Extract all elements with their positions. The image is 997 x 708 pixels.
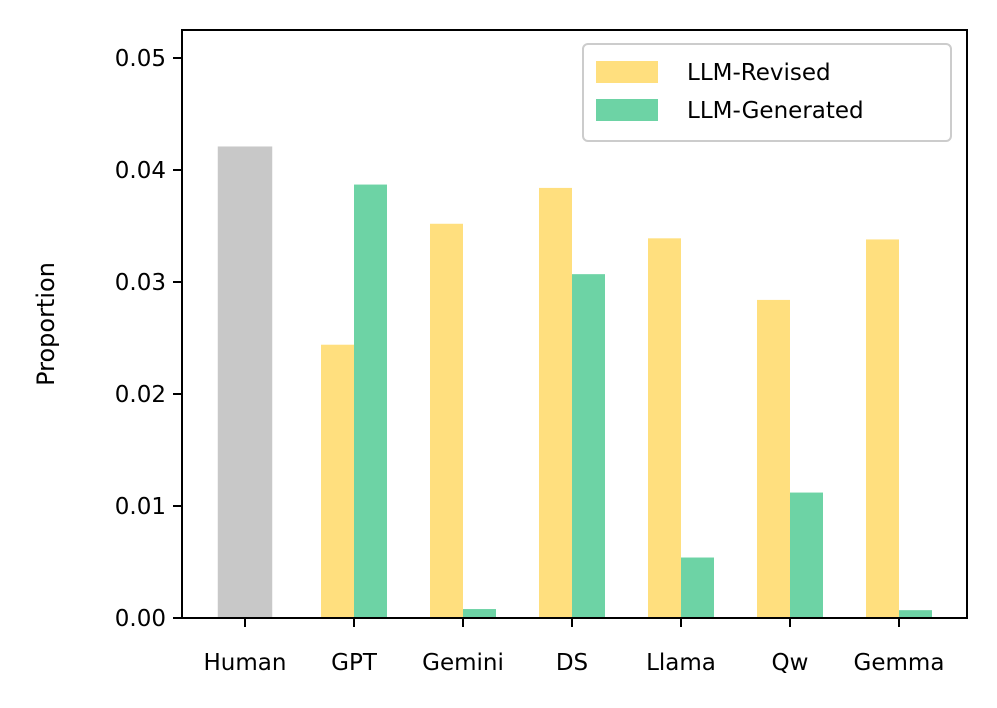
bars-group xyxy=(217,146,932,619)
y-tick-label: 0.02 xyxy=(115,382,166,408)
x-tick-label: Gemini xyxy=(422,650,504,676)
axes-group: 0.00 0.01 0.02 0.03 0.04 0.05 Human GPT Gemini DS… xyxy=(115,46,945,676)
x-tick-label: DS xyxy=(556,650,588,676)
plot-frame xyxy=(181,29,968,619)
bar-llm-generated-ds xyxy=(572,274,605,618)
legend-swatch-llm-revised xyxy=(596,61,658,83)
legend-box xyxy=(582,43,952,142)
y-tick-label: 0.05 xyxy=(115,46,166,72)
bar-llm-generated-gemma xyxy=(899,610,932,618)
x-tick-label: Qw xyxy=(772,650,809,676)
x-tick-label: Llama xyxy=(646,650,716,676)
bar-llm-generated-qw xyxy=(790,492,823,618)
bar-llm-generated-gemini xyxy=(463,609,496,618)
bar-llm-generated-llama xyxy=(681,557,714,618)
y-axis-label: Proportion xyxy=(32,262,60,386)
y-tick-label: 0.04 xyxy=(115,158,166,184)
bar-llm-revised-gemini xyxy=(430,223,463,618)
bar-human xyxy=(217,146,273,619)
legend-label-llm-revised: LLM-Revised xyxy=(687,60,831,86)
legend-label-llm-generated: LLM-Generated xyxy=(687,98,864,124)
y-tick-label: 0.03 xyxy=(115,270,166,296)
y-tick-label: 0.00 xyxy=(115,606,166,632)
x-tick-label: Human xyxy=(204,650,287,676)
bar-llm-revised-gemma xyxy=(866,239,899,618)
legend-swatch-llm-generated xyxy=(596,99,658,121)
bar-llm-revised-gpt xyxy=(321,344,354,618)
bar-llm-generated-gpt xyxy=(354,184,387,618)
bar-llm-revised-llama xyxy=(648,238,681,618)
legend: LLM-Revised LLM-Generated xyxy=(582,43,952,142)
x-tick-label: Gemma xyxy=(854,650,945,676)
x-tick-label: GPT xyxy=(331,650,378,676)
y-tick-label: 0.01 xyxy=(115,494,166,520)
bar-llm-revised-qw xyxy=(757,299,790,618)
bar-llm-revised-ds xyxy=(539,187,572,619)
